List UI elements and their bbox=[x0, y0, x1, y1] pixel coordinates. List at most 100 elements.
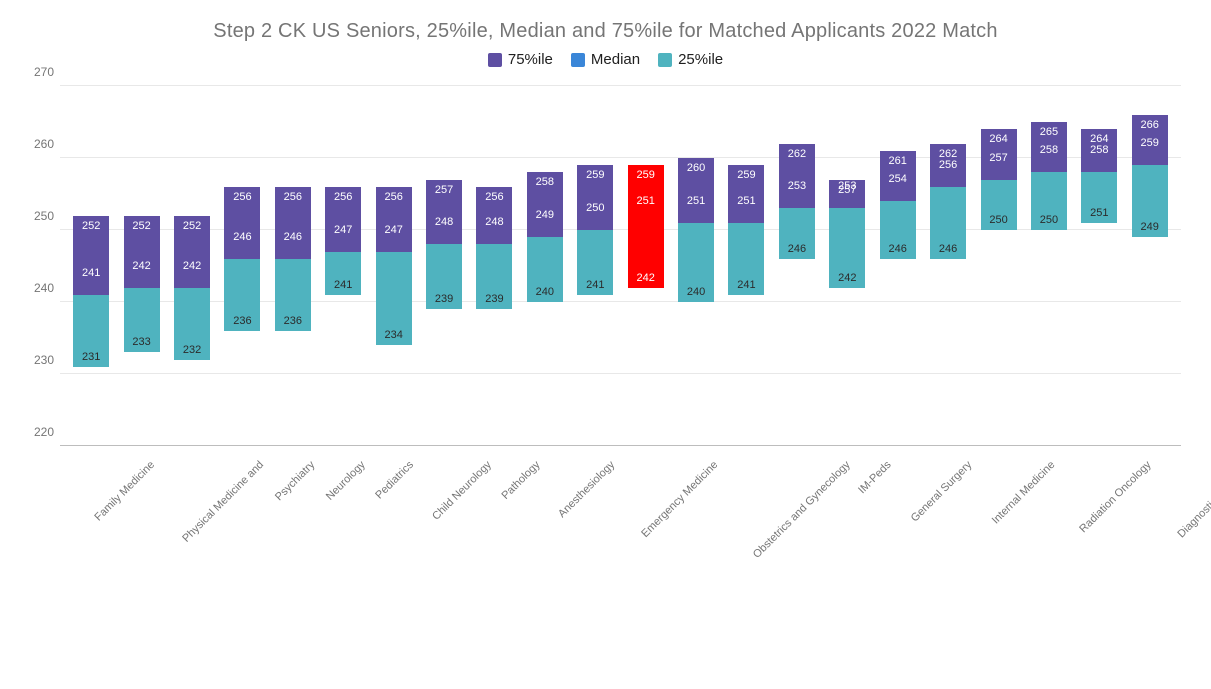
x-label-slot: Anesthesiology bbox=[531, 446, 606, 468]
median-value: 241 bbox=[73, 267, 109, 281]
p75-value: 261 bbox=[889, 151, 907, 167]
segment-p25: 251 bbox=[1081, 172, 1117, 222]
p75-value: 259 bbox=[737, 165, 755, 181]
p75-value: 256 bbox=[233, 187, 251, 203]
bar: 260240251 bbox=[678, 158, 714, 302]
bar-slot: 259241251 bbox=[721, 86, 771, 446]
segment-p25: 250 bbox=[981, 180, 1017, 230]
bar-slot: 261246254 bbox=[873, 86, 923, 446]
segment-p25: 236 bbox=[275, 259, 311, 331]
bar-slot: 266249259 bbox=[1125, 86, 1175, 446]
bar: 252232242 bbox=[174, 216, 210, 360]
bar: 256241247 bbox=[325, 187, 361, 295]
category-label: Obstetrics and Gynecology bbox=[750, 459, 852, 561]
bar: 266249259 bbox=[1132, 115, 1168, 237]
y-tick: 230 bbox=[34, 353, 54, 367]
bars-container: 2522312412522332422522322422562362462562… bbox=[60, 86, 1181, 446]
p75-value: 252 bbox=[183, 216, 201, 232]
segment-p25: 240 bbox=[527, 237, 563, 302]
bar-slot: 262 246 253 bbox=[772, 86, 822, 446]
median-value: 253 bbox=[779, 180, 815, 194]
p25-value: 233 bbox=[132, 336, 150, 352]
p75-value: 258 bbox=[536, 172, 554, 188]
p75-value: 264 bbox=[989, 129, 1007, 145]
legend-swatch-p25 bbox=[658, 53, 672, 67]
p25-value: 251 bbox=[1090, 207, 1108, 223]
p75-value: 259 bbox=[586, 165, 604, 181]
category-label: Psychiatry bbox=[273, 459, 317, 503]
p75-value: 252 bbox=[82, 216, 100, 232]
p25-value: 239 bbox=[485, 293, 503, 309]
segment-p25: 241 bbox=[577, 230, 613, 295]
y-tick: 260 bbox=[34, 137, 54, 151]
p25-value: 241 bbox=[737, 279, 755, 295]
median-value: 259 bbox=[1132, 137, 1168, 151]
bar: 258 240 249 bbox=[527, 172, 563, 302]
bar-slot: 265250258 bbox=[1024, 86, 1074, 446]
segment-p25: 241 bbox=[325, 252, 361, 295]
median-value: 247 bbox=[376, 224, 412, 238]
category-label: Radiation Oncology bbox=[1077, 459, 1153, 535]
bar: 262 246 253 bbox=[779, 144, 815, 259]
p75-value: 256 bbox=[284, 187, 302, 203]
median-value: 248 bbox=[426, 216, 462, 230]
p75-value: 266 bbox=[1141, 115, 1159, 131]
segment-p75: 257 bbox=[426, 180, 462, 245]
x-label-slot: Radiation Oncology bbox=[1046, 446, 1142, 468]
bar: 259241250 bbox=[577, 165, 613, 295]
x-label-slot: Emergency Medicine bbox=[606, 446, 709, 468]
bar: 256239248 bbox=[476, 187, 512, 309]
bar-slot: 252232242 bbox=[167, 86, 217, 446]
median-value: 249 bbox=[527, 209, 563, 223]
p75-value: 256 bbox=[485, 187, 503, 203]
legend-item-p75: 75%ile bbox=[488, 51, 553, 68]
segment-p25: 234 bbox=[376, 252, 412, 346]
x-axis-labels: Family MedicinePhysical Medicine andPsyc… bbox=[60, 446, 1181, 468]
category-label: Anesthesiology bbox=[556, 459, 617, 520]
p75-value: 260 bbox=[687, 158, 705, 174]
category-label: General Surgery bbox=[909, 459, 975, 525]
y-tick: 270 bbox=[34, 65, 54, 79]
bar: 256236246 bbox=[224, 187, 260, 331]
segment-p75: 262 bbox=[779, 144, 815, 209]
axis-baseline bbox=[60, 445, 1181, 446]
category-label: Neurology bbox=[324, 459, 368, 503]
segment-p25: 239 bbox=[426, 244, 462, 309]
bar-slot: 259242251 bbox=[620, 86, 670, 446]
p25-value: 236 bbox=[233, 315, 251, 331]
bar-slot: 264251258 bbox=[1074, 86, 1124, 446]
category-label: Pathology bbox=[500, 459, 543, 502]
bar-slot: 256 236 246 bbox=[268, 86, 318, 446]
p25-value: 246 bbox=[889, 243, 907, 259]
p25-value: 234 bbox=[384, 329, 402, 345]
p75-value: 262 bbox=[788, 144, 806, 160]
p25-value: 250 bbox=[1040, 214, 1058, 230]
median-value: 251 bbox=[628, 195, 664, 209]
bar: 264251258 bbox=[1081, 129, 1117, 223]
segment-p75: 256 bbox=[224, 187, 260, 259]
segment-p25: 236 bbox=[224, 259, 260, 331]
median-value: 246 bbox=[275, 231, 311, 245]
p25-value: 241 bbox=[334, 279, 352, 295]
category-label: Pediatrics bbox=[373, 459, 416, 502]
x-label-slot: Family Medicine bbox=[66, 446, 145, 468]
legend-label-p25: 25%ile bbox=[678, 51, 723, 68]
segment-p25: 246 bbox=[779, 208, 815, 258]
bar: 256 236 246 bbox=[275, 187, 311, 331]
p25-value: 236 bbox=[284, 315, 302, 331]
segment-p75: 252 bbox=[174, 216, 210, 288]
category-label: Physical Medicine and bbox=[181, 459, 267, 545]
p25-value: 242 bbox=[838, 272, 856, 288]
bar: 259241251 bbox=[728, 165, 764, 295]
p25-value: 231 bbox=[82, 351, 100, 367]
bar: 252233242 bbox=[124, 216, 160, 353]
p75-value: 265 bbox=[1040, 122, 1058, 138]
bar: 257239 248 bbox=[426, 180, 462, 310]
category-label: Emergency Medicine bbox=[639, 459, 720, 540]
bar-slot: 256234247 bbox=[368, 86, 418, 446]
legend-label-p75: 75%ile bbox=[508, 51, 553, 68]
median-value: 242 bbox=[174, 260, 210, 274]
x-label-slot: Child Neurology bbox=[404, 446, 482, 468]
segment-p25: 239 bbox=[476, 244, 512, 309]
bar: 252 231 241 bbox=[73, 216, 109, 367]
